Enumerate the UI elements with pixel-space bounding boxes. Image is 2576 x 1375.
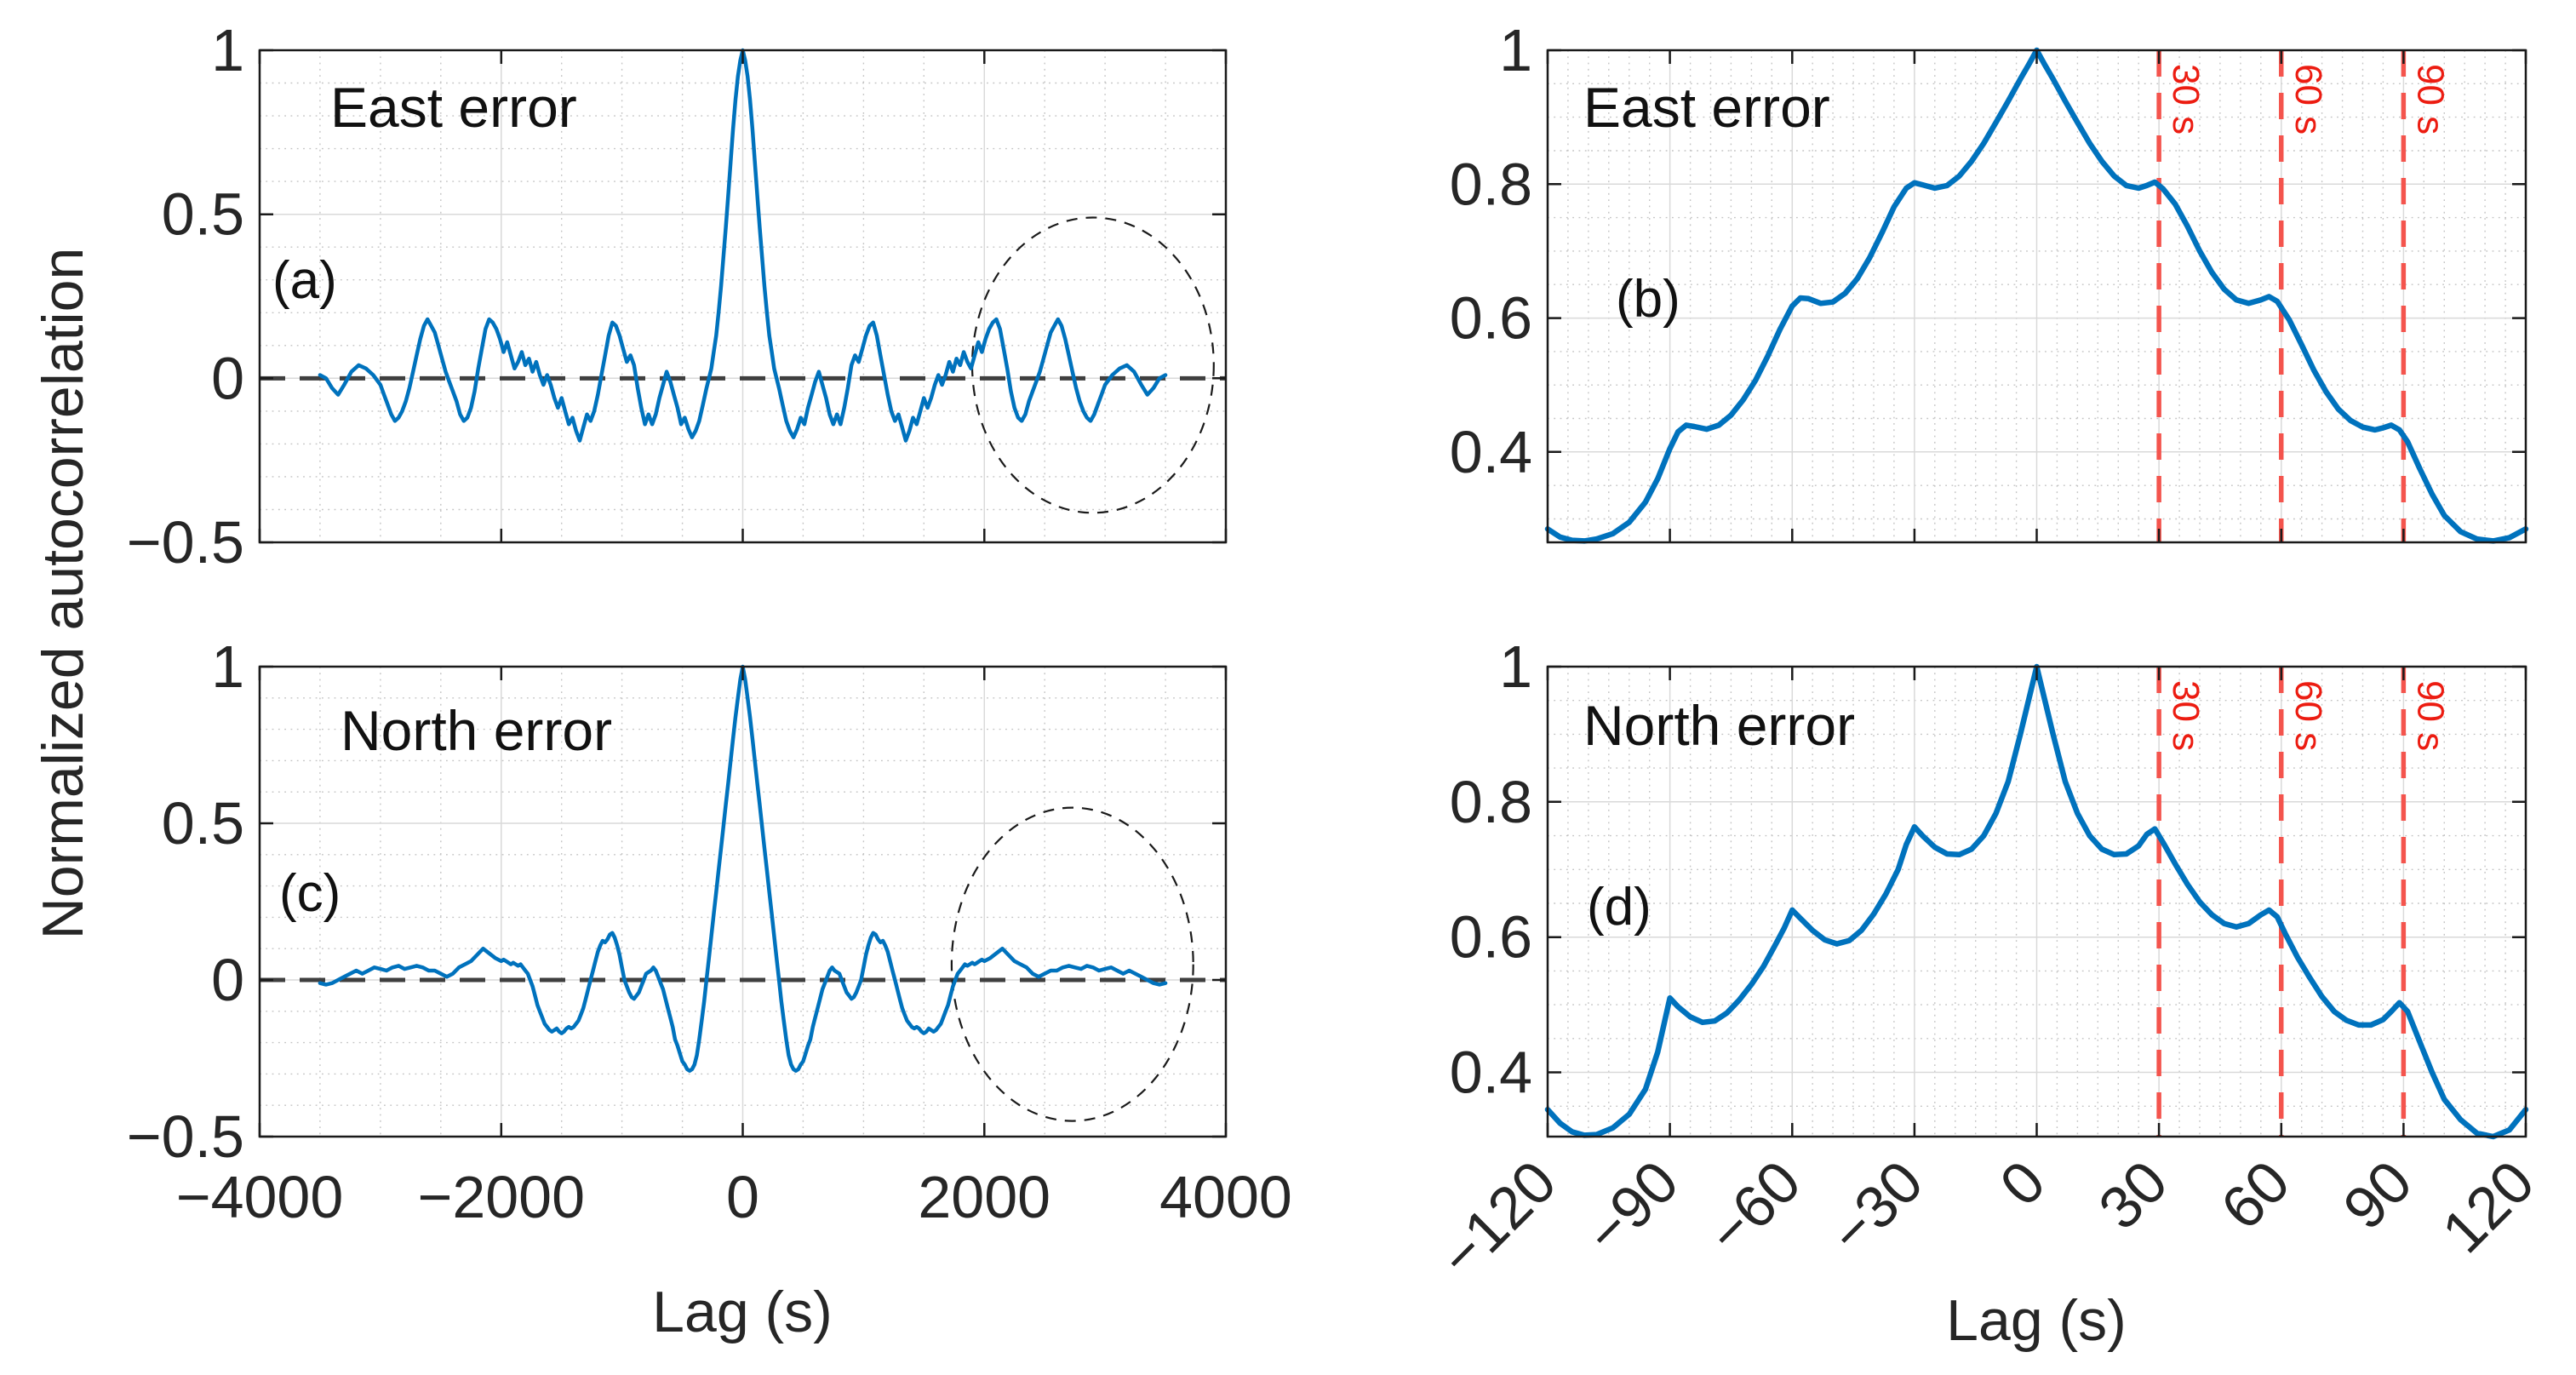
panel-b-letter: (b): [1616, 270, 1680, 329]
x-tick-label: −4000: [176, 1164, 344, 1230]
reference-line-label: 90 s: [2409, 680, 2451, 751]
x-axis-label-right: Lag (s): [1946, 1288, 2127, 1353]
x-tick-label: 0: [726, 1164, 759, 1230]
panel-d-title: North error: [1583, 694, 1856, 757]
reference-line-label: 60 s: [2287, 64, 2329, 135]
panel-a-plot: 1 0.5 0 −0.5: [127, 17, 1228, 576]
reference-line-label: 30 s: [2165, 680, 2207, 751]
y-tick-label: 1: [1499, 633, 1532, 700]
y-tick-label: 1: [211, 17, 244, 83]
y-tick-label: 1: [211, 633, 244, 700]
x-tick-label: −90: [1572, 1148, 1691, 1266]
grid-major: [260, 50, 1226, 542]
grid-major: [1548, 50, 2526, 542]
x-tick-label: 4000: [1159, 1164, 1292, 1230]
y-tick-label: 0.4: [1450, 1040, 1532, 1106]
panel-c-title: North error: [341, 699, 613, 762]
y-tick-label: 1: [1499, 17, 1532, 83]
x-tick-label: 120: [2430, 1148, 2547, 1265]
y-tick-label: 0.8: [1450, 151, 1532, 217]
panel-d-letter: (d): [1587, 878, 1652, 937]
y-tick-label: 0.6: [1450, 904, 1532, 971]
highlight-ellipse: [950, 806, 1194, 1122]
y-tick-label: 0: [211, 947, 244, 1013]
y-tick-label: 0.6: [1450, 285, 1532, 352]
grid-major: [260, 667, 1226, 1137]
x-tick-label: 90: [2331, 1148, 2424, 1241]
panel-a-title: East error: [330, 76, 577, 139]
y-tick-label: 0: [211, 345, 244, 411]
x-tick-label: 60: [2208, 1148, 2302, 1241]
y-tick-label: 0.5: [162, 790, 244, 857]
x-tick-label: 0: [1987, 1148, 2058, 1218]
x-tick-label: −60: [1695, 1148, 1813, 1266]
tick-marks: [1546, 49, 2527, 542]
reference-line-label: 90 s: [2409, 64, 2451, 135]
y-tick-label: −0.5: [127, 509, 244, 576]
reference-line-label: 30 s: [2165, 64, 2207, 135]
x-tick-label: 30: [2087, 1148, 2180, 1241]
y-tick-label: 0.5: [162, 181, 244, 248]
panel-b-plot: 30 s 60 s 90 s 1 0.8 0.6 0.4: [1450, 17, 2529, 544]
panel-c-letter: (c): [279, 864, 341, 923]
y-axis-label: Normalized autocorrelation: [31, 247, 95, 940]
x-tick-label: 2000: [918, 1164, 1050, 1230]
x-tick-label: −120: [1427, 1148, 1569, 1290]
reference-line-label: 60 s: [2287, 680, 2329, 751]
tick-marks: [258, 49, 1228, 544]
y-tick-label: 0.4: [1450, 419, 1532, 485]
x-tick-label: −30: [1817, 1148, 1935, 1266]
x-axis-label-left: Lag (s): [652, 1280, 833, 1344]
y-tick-label: 0.8: [1450, 769, 1532, 835]
x-tick-label: −2000: [417, 1164, 585, 1230]
y-tick-label: −0.5: [127, 1103, 244, 1170]
panel-c-plot: 1 0.5 0 −0.5−4000 −2000 0 2000 4000: [127, 633, 1292, 1230]
highlight-ellipse: [970, 216, 1215, 514]
panel-a-letter: (a): [272, 251, 337, 310]
tick-marks: [258, 665, 1228, 1138]
panel-b-title: East error: [1583, 76, 1830, 139]
tick-marks: [1546, 665, 2527, 1137]
